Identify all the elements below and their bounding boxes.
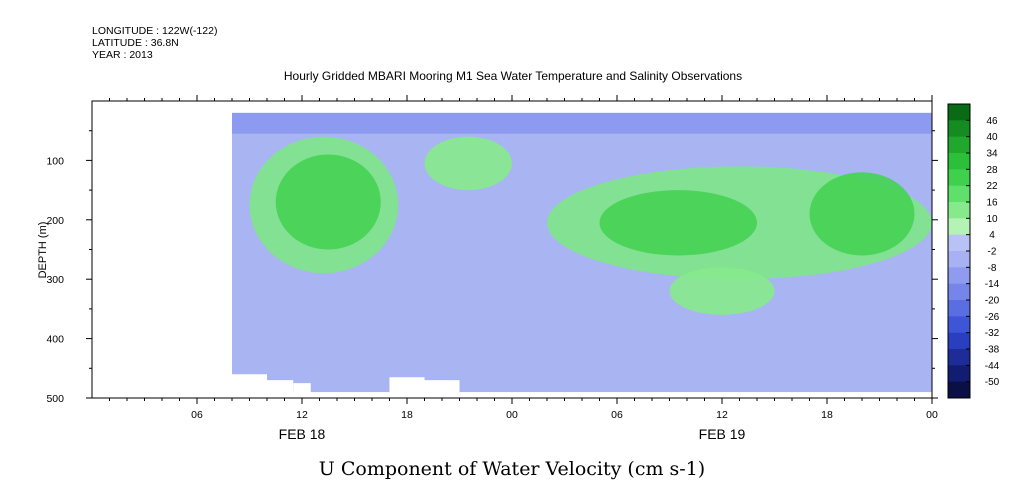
colorbar-label: 28 [986, 165, 998, 176]
colorbar-label: 22 [986, 181, 998, 192]
colorbar-label: 40 [986, 132, 998, 143]
colorbar-band [948, 251, 970, 268]
field-contour [275, 154, 381, 250]
x-axis: 06 12 18 00 06 12 18 00 FEB 18 FEB 19 [109, 95, 938, 442]
colorbar: 46 40 34 28 22 16 10 4 -2 -8 -14 -20 -26 -32 -38 -44 -50 [947, 103, 1000, 399]
colorbar-band [948, 267, 970, 285]
y-tick-label: 100 [46, 155, 64, 167]
y-tick-label: 300 [46, 274, 64, 286]
x-tick-label: 06 [611, 409, 623, 421]
colorbar-band [948, 218, 970, 236]
colorbar-band [948, 120, 970, 138]
x-tick-label: 00 [506, 409, 518, 421]
colorbar-band [948, 349, 970, 366]
x-tick-label: 12 [296, 409, 308, 421]
colorbar-label: -38 [985, 345, 1000, 356]
colorbar-band [948, 365, 970, 383]
field-missing-data [232, 374, 267, 398]
colorbar-band [948, 202, 970, 219]
field-missing-data [267, 380, 294, 398]
colorbar-label: -14 [985, 279, 1000, 290]
day-label: FEB 19 [699, 426, 746, 442]
colorbar-label: -2 [988, 247, 997, 258]
colorbar-band [948, 104, 970, 121]
plot-area: 06 12 18 00 06 12 18 00 FEB 18 FEB 19 100 200 300 40… [46, 95, 938, 442]
chart-title: Hourly Gridded MBARI Mooring M1 Sea Wate… [284, 69, 742, 83]
x-tick-label: 18 [401, 409, 413, 421]
year-label: YEAR : 2013 [92, 49, 153, 61]
velocity-field [232, 112, 932, 398]
colorbar-label: -20 [985, 296, 1000, 307]
variable-label: U Component of Water Velocity (cm s-1) [319, 458, 705, 480]
x-tick-label: 00 [926, 409, 938, 421]
colorbar-label: -32 [985, 328, 1000, 339]
y-axis-label: DEPTH (m) [37, 222, 49, 279]
x-tick-label: 06 [191, 409, 203, 421]
field-surface-band [232, 112, 932, 134]
colorbar-band [948, 153, 970, 170]
colorbar-label: 10 [986, 214, 998, 225]
colorbar-label: -8 [988, 263, 997, 274]
colorbar-band [948, 332, 970, 350]
colorbar-label: 16 [986, 198, 998, 209]
field-contour [599, 190, 757, 256]
colorbar-label: 4 [989, 230, 995, 241]
colorbar-label: -26 [985, 312, 1000, 323]
x-tick-label: 18 [821, 409, 833, 421]
y-tick-label: 200 [46, 215, 64, 227]
colorbar-band [948, 185, 970, 203]
colorbar-band [948, 283, 970, 301]
x-tick-label: 12 [716, 409, 728, 421]
longitude-label: LONGITUDE : 122W(-122) [92, 25, 217, 37]
field-contour [669, 267, 775, 315]
colorbar-label: 34 [986, 149, 998, 160]
latitude-label: LATITUDE : 36.8N [92, 37, 179, 49]
colorbar-band [948, 169, 970, 187]
colorbar-band [948, 300, 970, 317]
field-contour [424, 136, 512, 191]
colorbar-label: -50 [985, 377, 1000, 388]
colorbar-label: -44 [985, 361, 1000, 372]
y-tick-label: 400 [46, 334, 64, 346]
field-missing-data [293, 383, 311, 398]
colorbar-band [948, 234, 970, 252]
colorbar-band [948, 381, 970, 399]
colorbar-label: 46 [986, 116, 998, 127]
field-contour [809, 172, 915, 256]
colorbar-band [948, 316, 970, 334]
field-missing-data [389, 377, 425, 398]
day-label: FEB 18 [279, 426, 326, 442]
y-tick-label: 500 [46, 393, 64, 405]
colorbar-band [948, 136, 970, 154]
y-axis: 100 200 300 400 500 [46, 130, 938, 405]
field-missing-data [424, 380, 460, 398]
